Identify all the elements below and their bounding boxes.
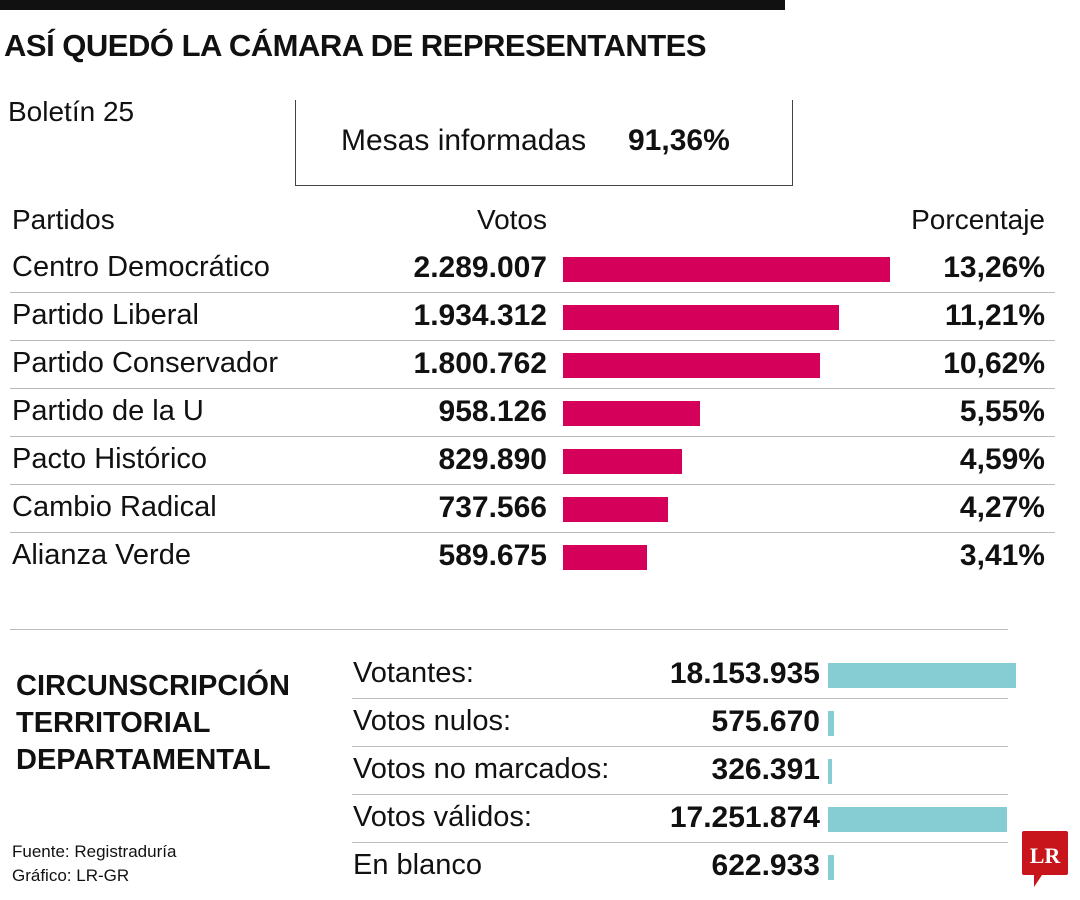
party-name: Pacto Histórico [12,443,208,475]
party-votes: 589.675 [438,539,547,572]
party-percentage: 5,55% [959,395,1045,428]
summary-bar [828,807,1007,832]
party-bar [563,257,890,282]
party-bar [563,497,669,522]
row-separator [10,532,1055,533]
party-bar [563,305,840,330]
summary-bar [828,855,835,880]
summary-value: 17.251.874 [669,801,820,834]
party-bar [563,401,700,426]
party-name: Cambio Radical [12,491,217,523]
party-votes: 829.890 [438,443,547,476]
svg-text:LR: LR [1030,843,1062,868]
party-name: Partido Liberal [12,299,199,331]
title-rule [0,0,785,10]
header-votes: Votos [476,204,547,235]
party-votes: 958.126 [438,395,547,428]
mesas-value: 91,36% [628,124,730,157]
row-separator [352,746,1008,747]
row-separator [352,794,1008,795]
summary-name: Votantes: [353,657,474,689]
party-percentage: 3,41% [959,539,1045,572]
header-pct: Porcentaje [911,204,1045,235]
header-party: Partidos [12,204,115,235]
mesas-label: Mesas informadas [341,124,587,157]
source-text: Fuente: Registraduría [12,842,177,861]
bulletin-label: Boletín 25 [8,96,135,127]
page-title: ASÍ QUEDÓ LA CÁMARA DE REPRESENTANTES [4,28,707,63]
summary-name: Votos nulos: [353,705,511,737]
mesas-box: Mesas informadas 91,36% [295,100,793,186]
party-votes: 1.934.312 [413,299,547,332]
row-separator [10,436,1055,437]
summary-name: Votos válidos: [353,801,532,833]
party-name: Centro Democrático [12,251,270,283]
summary-value: 326.391 [711,753,820,786]
row-separator [10,292,1055,293]
row-separator [352,698,1008,699]
row-separator [352,842,1008,843]
party-bar [563,545,648,570]
summary-bar [828,663,1016,688]
party-percentage: 4,27% [959,491,1045,524]
row-separator [10,388,1055,389]
party-bar [563,353,821,378]
row-separator [10,340,1055,341]
row-separator [10,484,1055,485]
party-percentage: 4,59% [959,443,1045,476]
party-name: Partido Conservador [12,347,278,379]
summary-value: 575.670 [711,705,820,738]
summary-name: En blanco [353,849,482,881]
summary-bar [828,759,832,784]
party-percentage: 13,26% [943,251,1045,284]
party-percentage: 10,62% [943,347,1045,380]
summary-name: Votos no marcados: [353,753,610,785]
summary-title: CIRCUNSCRIPCIÓN TERRITORIAL DEPARTAMENTA… [16,670,290,776]
party-name: Alianza Verde [12,539,191,571]
party-name: Partido de la U [12,395,204,427]
party-votes: 2.289.007 [413,251,547,284]
lr-logo: LR [1022,831,1068,887]
summary-value: 622.933 [711,849,820,882]
party-percentage: 11,21% [944,299,1045,332]
section-divider [10,629,1008,630]
party-bar [563,449,682,474]
credit-text: Gráfico: LR-GR [12,866,130,885]
party-votes: 737.566 [438,491,547,524]
summary-bar [828,711,834,736]
party-votes: 1.800.762 [413,347,547,380]
summary-value: 18.153.935 [669,657,820,690]
